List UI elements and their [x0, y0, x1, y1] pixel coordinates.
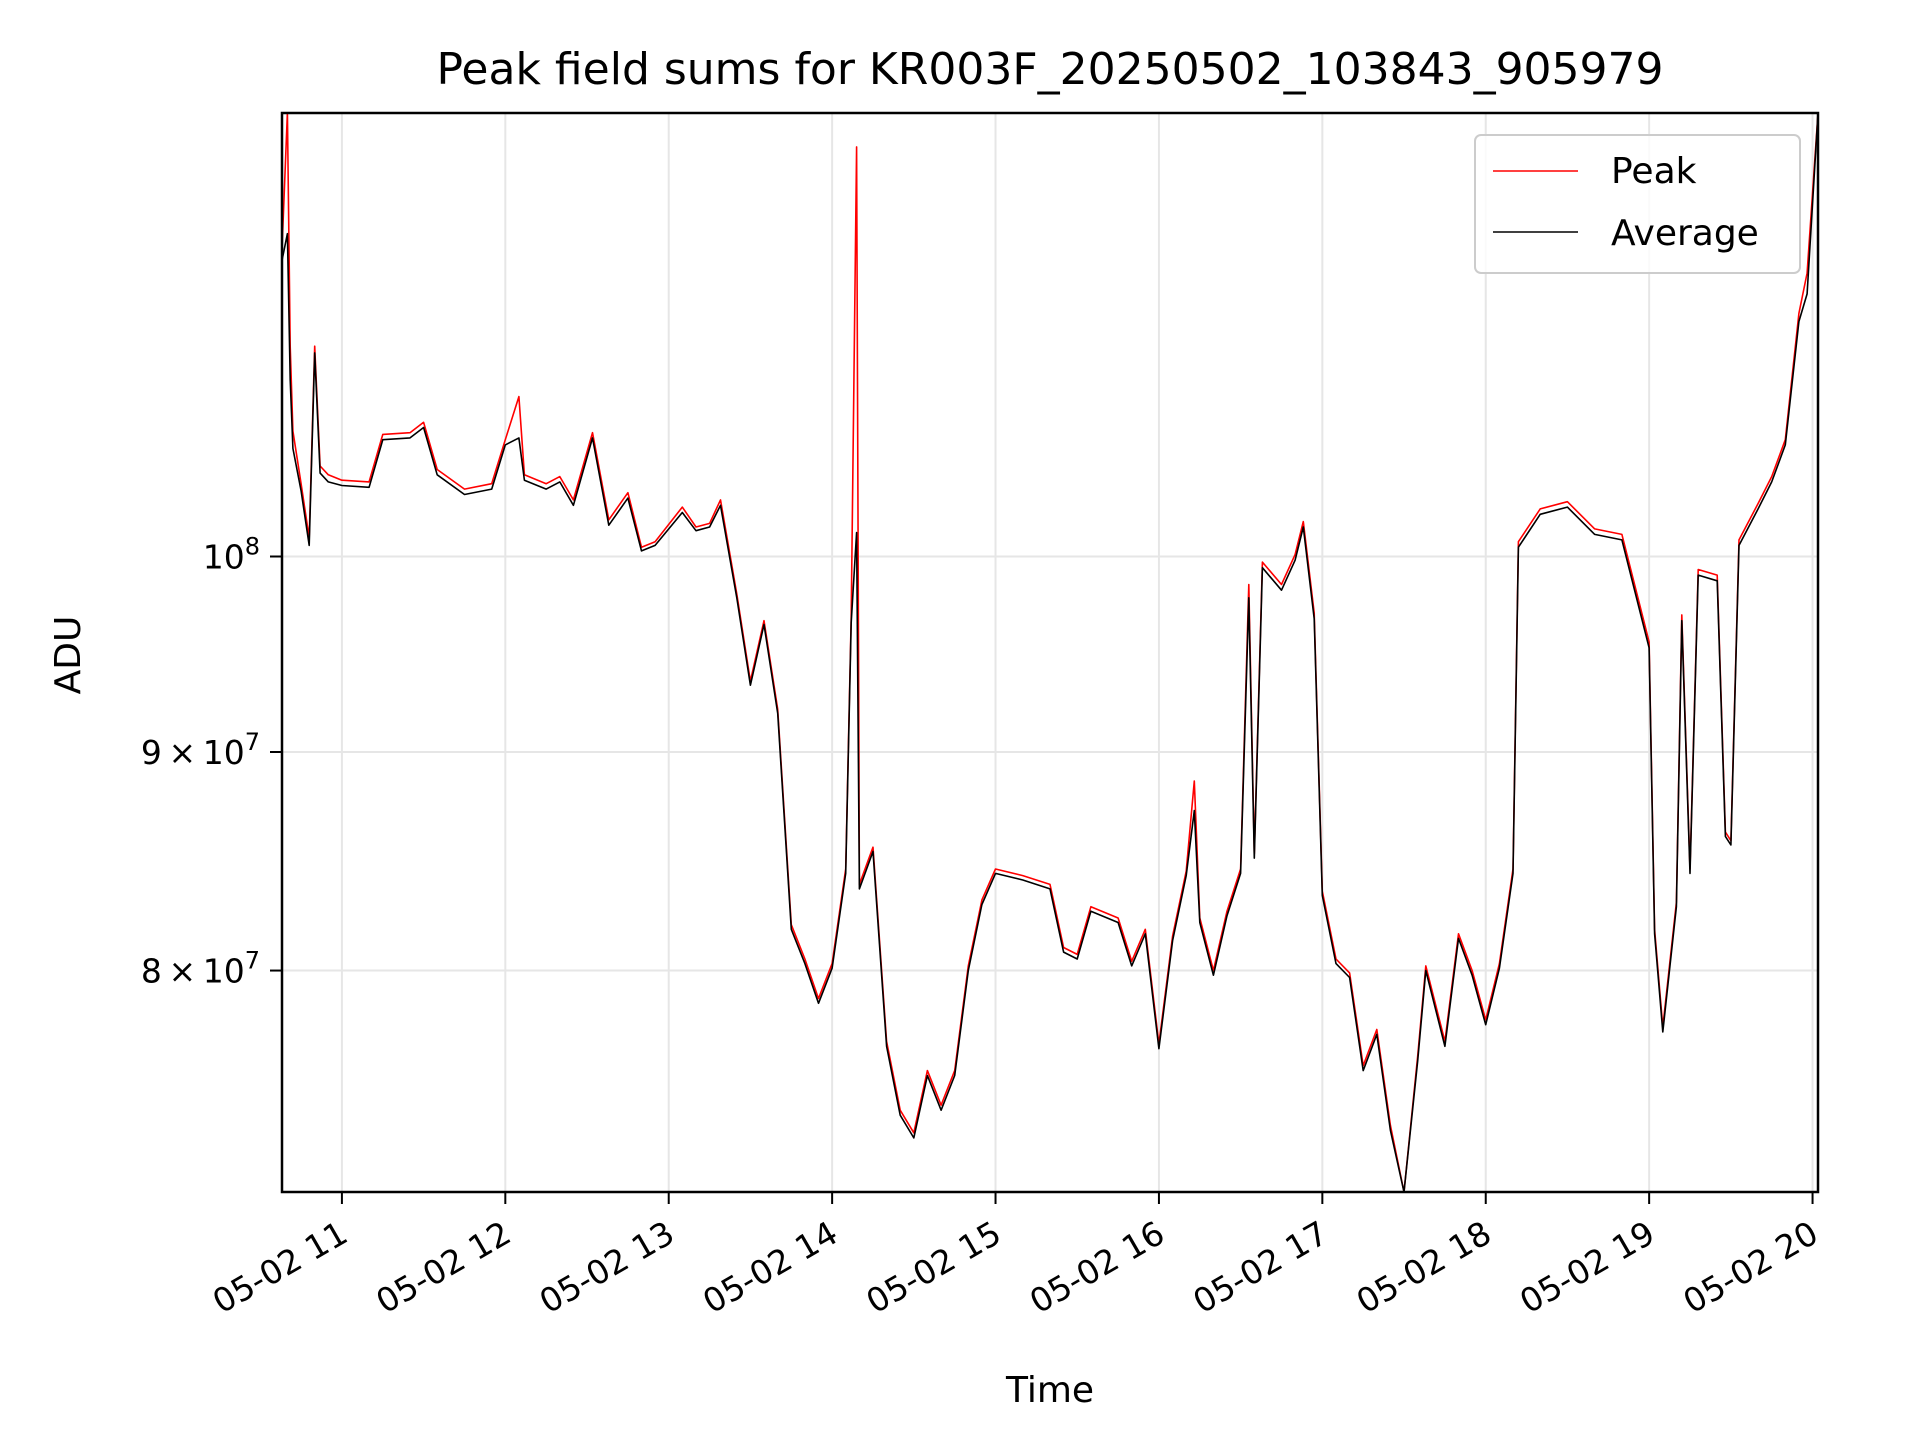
chart-title: Peak field sums for KR003F_20250502_1038…: [436, 44, 1663, 95]
y-axis-label: ADU: [48, 616, 89, 695]
y-tick-label: 9 × 107: [141, 728, 260, 772]
grid-layer: [282, 113, 1818, 1192]
series-line-peak: [281, 112, 1819, 1193]
legend-peak-label: Peak: [1611, 151, 1697, 192]
y-tick-label: 8 × 107: [141, 947, 260, 991]
y-tick-label: 108: [203, 533, 260, 577]
plot-frame: [280, 111, 1820, 1194]
x-axis-label: Time: [1005, 1370, 1094, 1411]
legend: Peak Average: [1474, 134, 1801, 274]
series-layer: [281, 112, 1819, 1193]
legend-average-label: Average: [1611, 213, 1759, 254]
series-line-average: [281, 112, 1819, 1193]
legend-box: [1474, 134, 1801, 274]
